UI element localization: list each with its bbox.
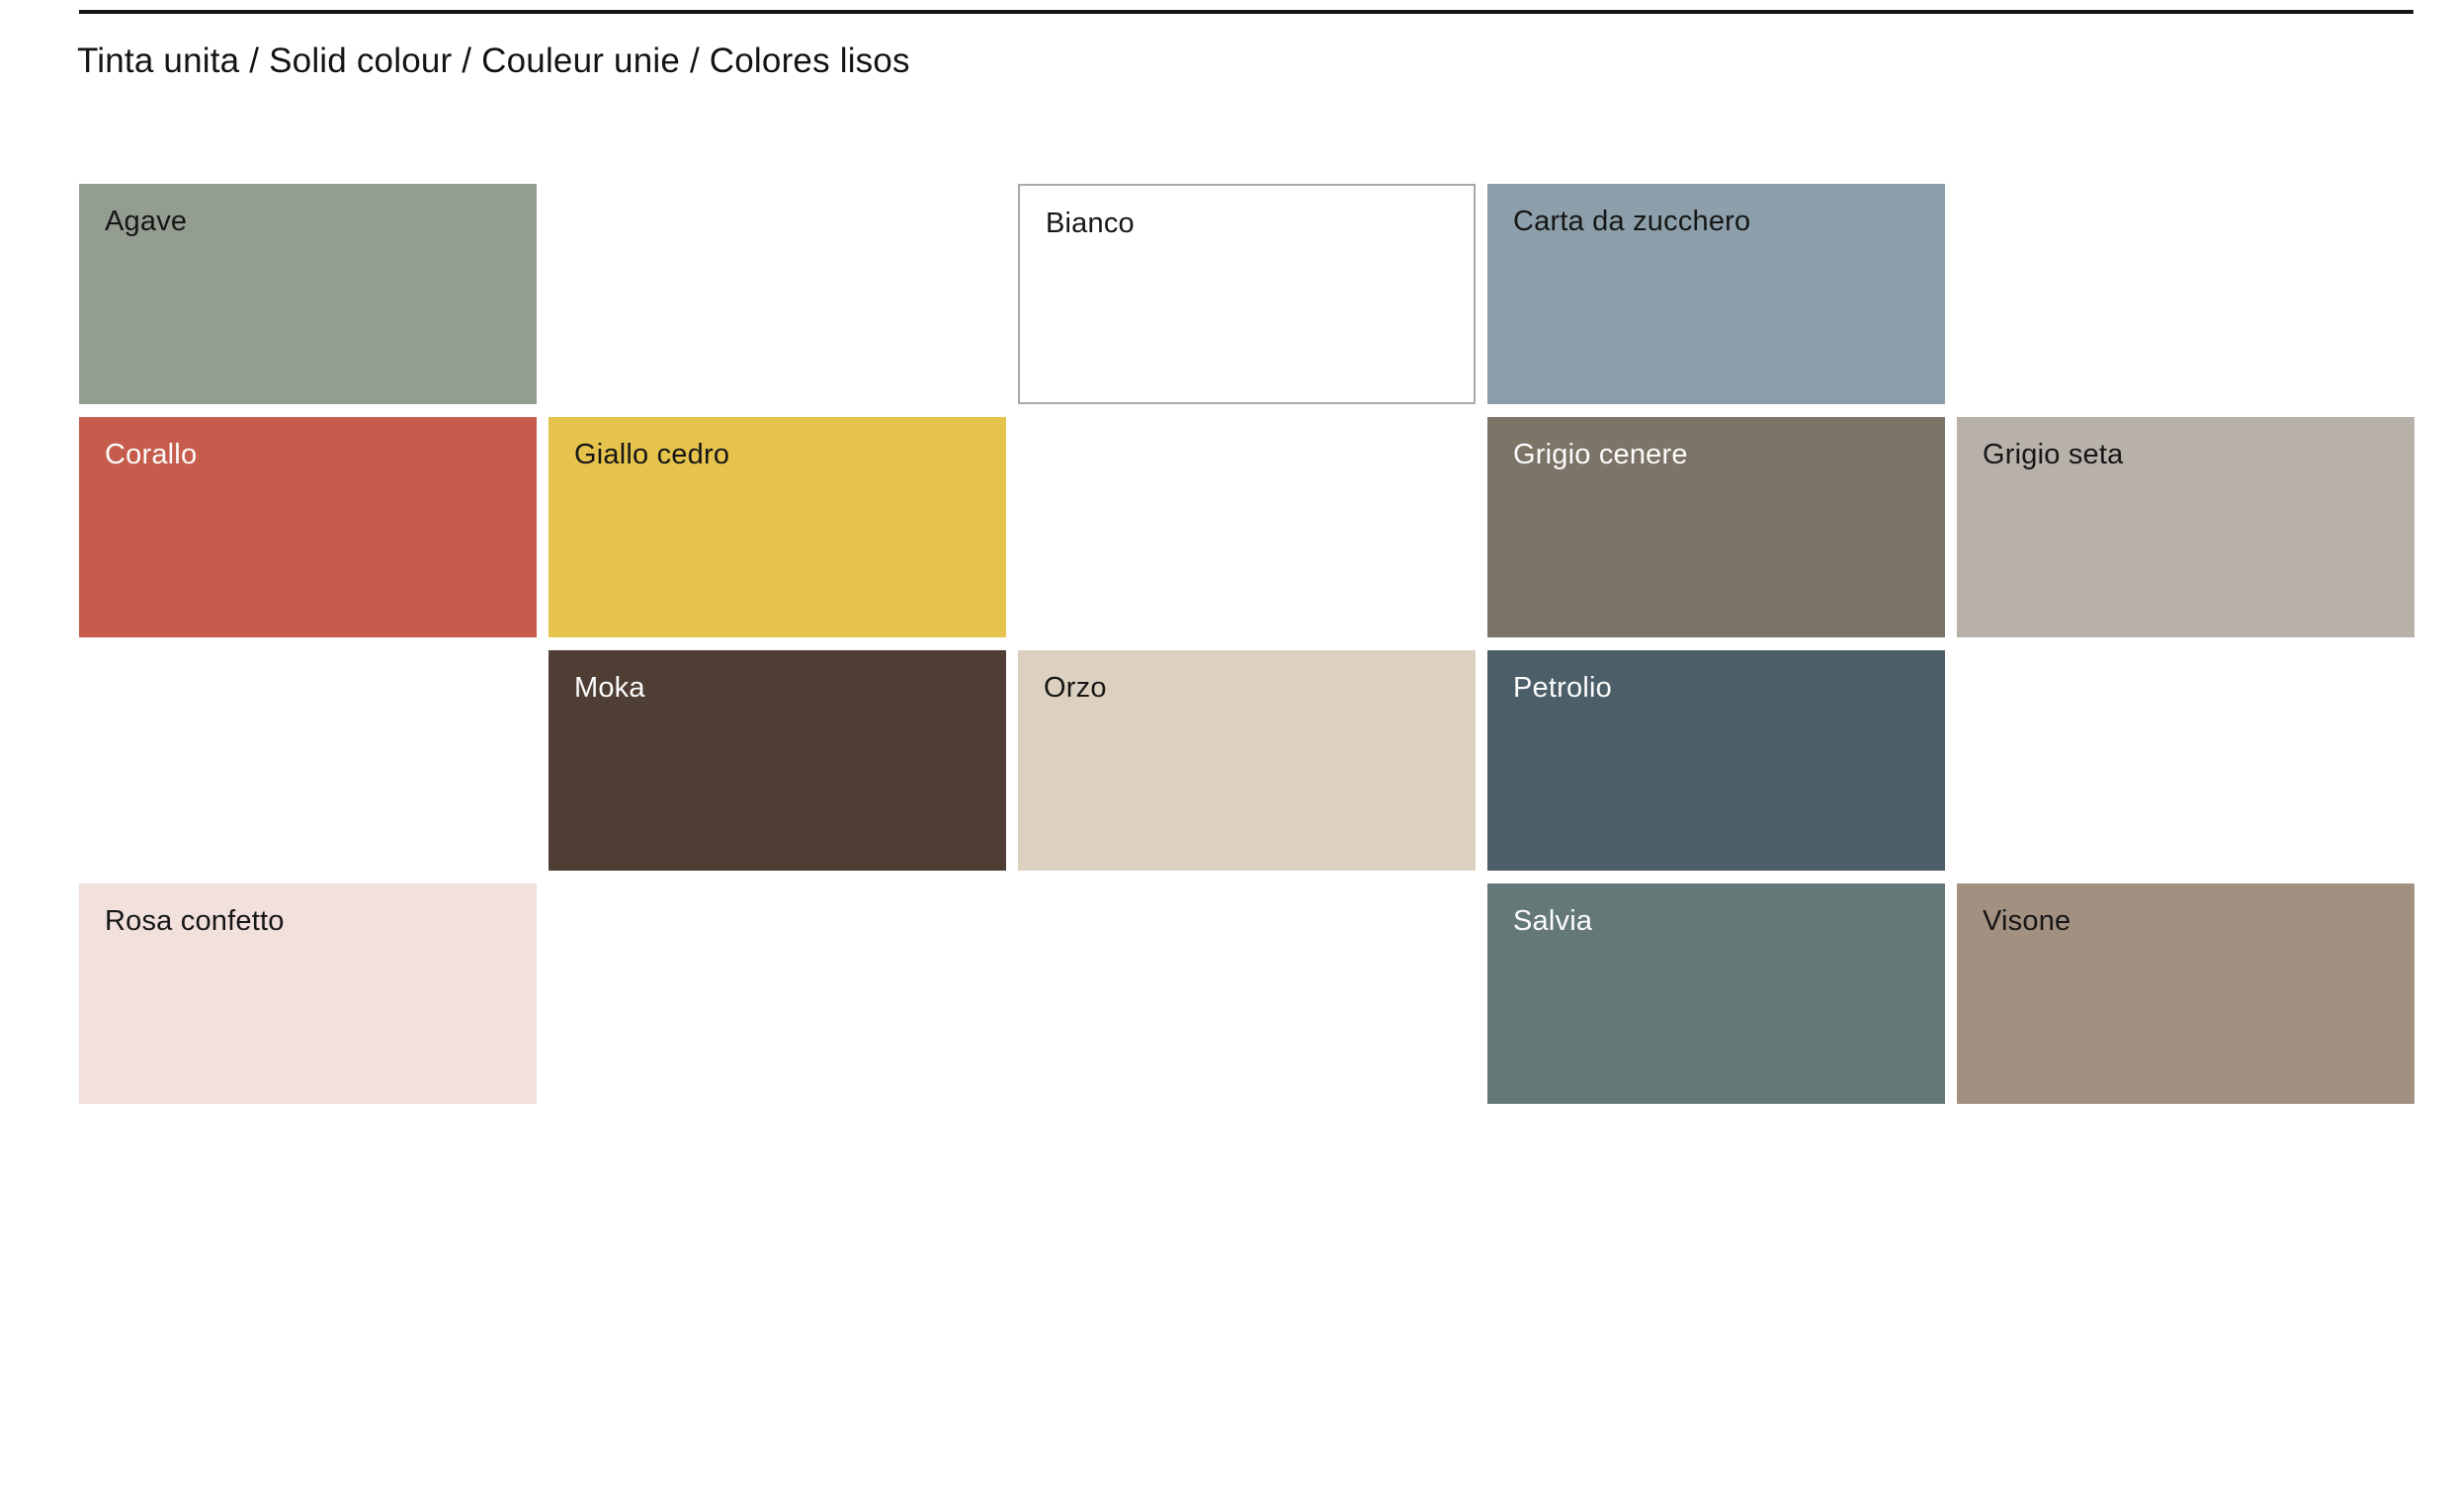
page-title: Tinta unita / Solid colour / Couleur uni… [77, 42, 910, 80]
swatch-orzo: Orzo [1018, 650, 1476, 871]
swatch-label-bianco: Bianco [1046, 208, 1135, 239]
swatch-corallo: Corallo [79, 417, 537, 637]
swatch-rosa-confetto: Rosa confetto [79, 883, 537, 1104]
swatch-label-salvia: Salvia [1513, 905, 1593, 937]
swatch-grigio-cenere: Grigio cenere [1487, 417, 1945, 637]
top-rule [79, 10, 2413, 14]
swatch-grid: Agave Bianco Carta da zucchero Corallo G… [79, 184, 2414, 1104]
swatch-agave: Agave [79, 184, 537, 404]
swatch-grigio-seta: Grigio seta [1957, 417, 2414, 637]
swatch-label-giallo-cedro: Giallo cedro [574, 439, 730, 470]
swatch-carta-da-zucchero: Carta da zucchero [1487, 184, 1945, 404]
swatch-salvia: Salvia [1487, 883, 1945, 1104]
swatch-label-grigio-seta: Grigio seta [1983, 439, 2124, 470]
swatch-label-agave: Agave [105, 206, 188, 237]
swatch-label-petrolio: Petrolio [1513, 672, 1612, 704]
swatch-petrolio: Petrolio [1487, 650, 1945, 871]
swatch-label-visone: Visone [1983, 905, 2071, 937]
swatch-label-corallo: Corallo [105, 439, 198, 470]
swatch-moka: Moka [549, 650, 1006, 871]
swatch-label-carta-da-zucchero: Carta da zucchero [1513, 206, 1751, 237]
swatch-bianco: Bianco [1018, 184, 1476, 404]
swatch-label-moka: Moka [574, 672, 645, 704]
swatch-label-rosa-confetto: Rosa confetto [105, 905, 285, 937]
swatch-visone: Visone [1957, 883, 2414, 1104]
swatch-giallo-cedro: Giallo cedro [549, 417, 1006, 637]
swatch-label-orzo: Orzo [1044, 672, 1107, 704]
swatch-label-grigio-cenere: Grigio cenere [1513, 439, 1688, 470]
